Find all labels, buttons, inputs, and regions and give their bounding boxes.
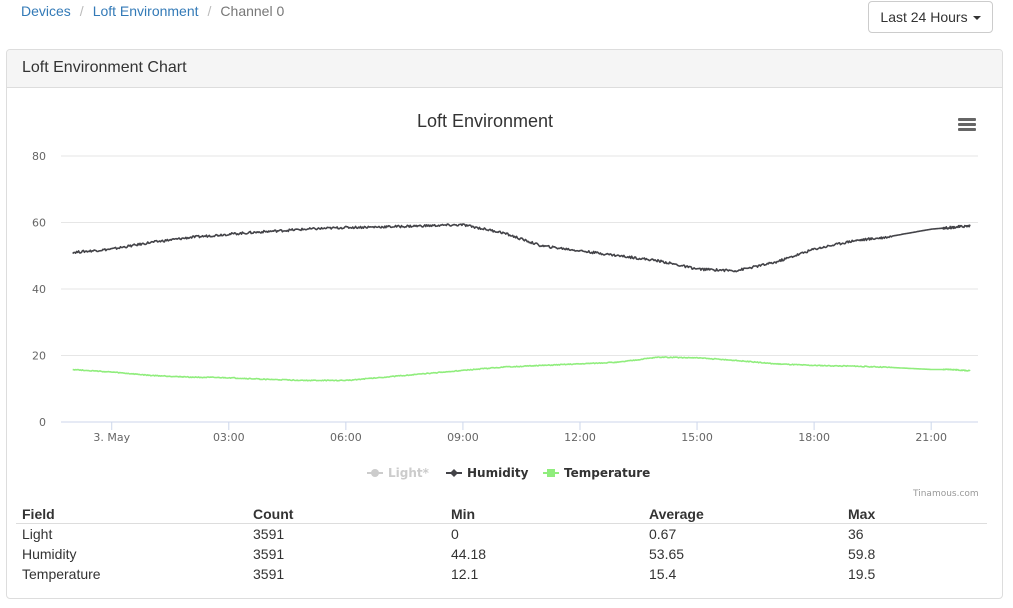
y-tick-label: 60 [32, 217, 46, 230]
breadcrumb: Devices / Loft Environment / Channel 0 [21, 3, 284, 19]
x-tick-label: 15:00 [681, 431, 713, 444]
breadcrumb-loft-link[interactable]: Loft Environment [92, 3, 199, 19]
stats-cell: 44.18 [451, 546, 487, 562]
chart: Loft Environment 0 20 40 60 80 3. May 03:00 06… [32, 111, 978, 480]
stats-cell: Humidity [22, 546, 77, 562]
y-tick-label: 20 [32, 350, 46, 363]
stats-cell: 0 [451, 526, 459, 542]
legend-item-light[interactable]: Light* [367, 466, 430, 480]
chart-credits[interactable]: Tinamous.com [913, 489, 979, 499]
stats-cell: 3591 [253, 546, 285, 562]
stats-header-average: Average [643, 504, 842, 524]
stats-cell: 59.8 [848, 546, 876, 562]
panel-title: Loft Environment Chart [7, 50, 1002, 88]
x-tick-label: 09:00 [447, 431, 479, 444]
stats-header-row: Field Count Min Average Max [16, 504, 987, 524]
legend-label: Light* [388, 466, 430, 480]
stats-cell: 15.4 [649, 566, 677, 582]
time-range-label: Last 24 Hours [880, 9, 968, 25]
stats-cell: 19.5 [848, 566, 876, 582]
x-tick-label: 06:00 [330, 431, 362, 444]
caret-down-icon [972, 15, 981, 20]
x-tick-label: 12:00 [564, 431, 596, 444]
y-tick-label: 40 [32, 283, 46, 296]
stats-cell: Light [22, 526, 53, 542]
legend-item-humidity[interactable]: Humidity [446, 466, 529, 480]
stats-table: Field Count Min Average Max Light 3591 0… [16, 504, 987, 584]
time-range-dropdown-button[interactable]: Last 24 Hours [868, 1, 993, 33]
y-tick-label: 80 [32, 150, 46, 163]
stats-cell: 53.65 [649, 546, 685, 562]
x-tick-label: 03:00 [213, 431, 245, 444]
stats-cell: Temperature [22, 566, 101, 582]
series-line-temperature [72, 356, 971, 382]
breadcrumb-current: Channel 0 [220, 3, 285, 19]
stats-header-min: Min [445, 504, 643, 524]
breadcrumb-separator: / [79, 3, 84, 19]
legend-marker [371, 469, 379, 477]
stats-header-max: Max [842, 504, 987, 524]
legend-label: Humidity [467, 466, 529, 480]
legend-marker [547, 469, 555, 477]
stats-header-count: Count [247, 504, 445, 524]
stats-header-field: Field [16, 504, 247, 524]
x-tick-label: 3. May [93, 431, 130, 444]
series-line-humidity [72, 223, 971, 273]
breadcrumb-separator: / [207, 3, 212, 19]
stats-cell: 12.1 [451, 566, 479, 582]
chart-menu-icon[interactable] [958, 118, 976, 132]
y-tick-label: 0 [39, 416, 46, 429]
table-row: Humidity 3591 44.18 53.65 59.8 [16, 544, 987, 564]
legend-item-temperature[interactable]: Temperature [543, 466, 650, 480]
chart-title: Loft Environment [417, 111, 553, 131]
stats-cell: 3591 [253, 566, 285, 582]
stats-cell: 3591 [253, 526, 285, 542]
x-tick-label: 18:00 [798, 431, 830, 444]
legend-marker [450, 469, 458, 477]
table-row: Temperature 3591 12.1 15.4 19.5 [16, 564, 987, 584]
x-tick-label: 21:00 [915, 431, 947, 444]
breadcrumb-devices-link[interactable]: Devices [21, 3, 71, 19]
stats-cell: 36 [848, 526, 864, 542]
legend-label: Temperature [564, 466, 650, 480]
table-row: Light 3591 0 0.67 36 [16, 524, 987, 545]
stats-cell: 0.67 [649, 526, 677, 542]
